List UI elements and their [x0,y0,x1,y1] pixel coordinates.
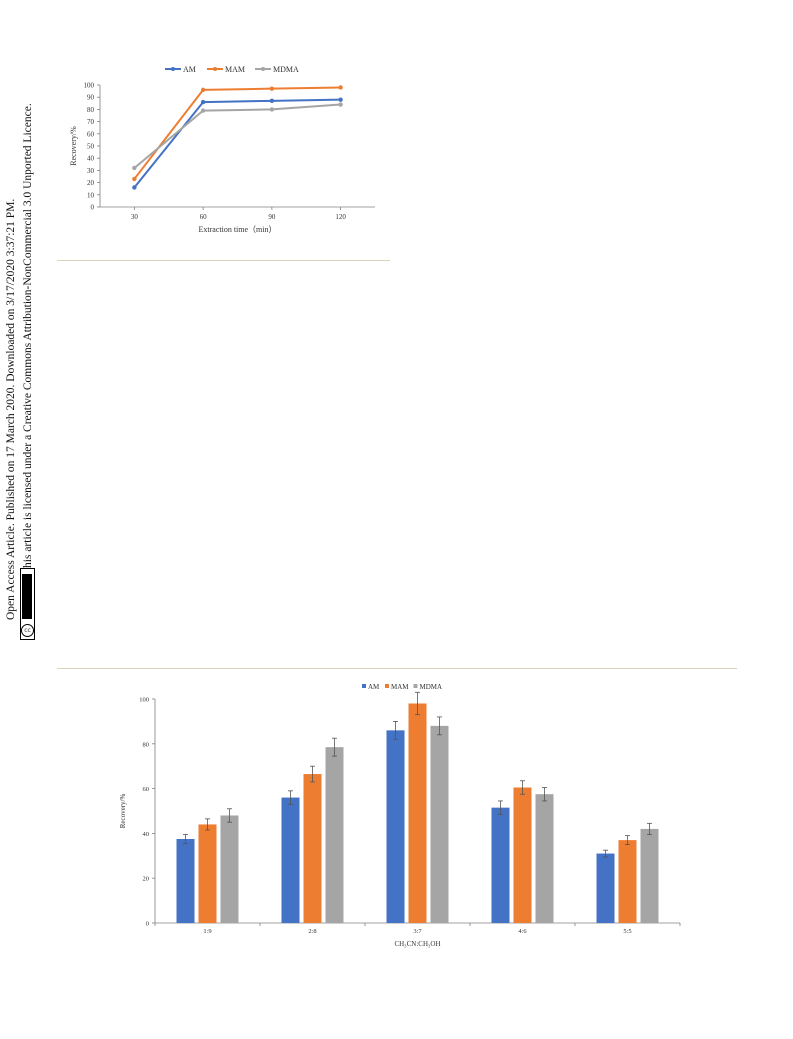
bar-mdma [220,815,239,923]
y-tick-label: 20 [143,876,150,883]
data-point-mdma [200,108,206,113]
legend-label-mam: MAM [391,683,409,691]
x-tick-label: 4:6 [518,928,527,935]
bar-am [386,730,405,923]
y-tick-label: 0 [146,921,149,928]
y-tick-label: 60 [87,130,95,138]
bar-chart-svg: AM MAM MDMA 0 20 40 60 80 100 1:9 2:8 3:7 4:6 5:5 CH₃C… [119,683,681,948]
figure-divider-top [57,260,390,261]
data-point-mdma [338,102,343,107]
y-tick-label: 50 [87,143,95,151]
x-axis-title: Extraction time（min） [199,225,277,234]
bar-mam [198,824,217,923]
x-tick-label: 1:9 [203,928,211,935]
y-tick-label: 80 [143,741,150,748]
legend-label-mdma: MDMA [273,65,299,74]
y-tick-label: 60 [143,786,150,793]
x-tick-label: 60 [200,213,208,221]
bar-am [596,853,615,923]
bar-mdma [325,747,344,923]
data-point-mdma [269,107,275,112]
y-tick-label: 40 [87,155,95,163]
cc-by-nc-text: BY-NC [12,585,21,607]
license-banner: Open Access Article. Published on 17 Mar… [0,0,60,700]
data-point-mam [269,86,275,91]
data-point-mdma [132,165,137,171]
x-tick-label: 3:7 [413,928,422,935]
y-tick-label: 20 [87,179,95,187]
legend-label-am: AM [368,683,380,691]
y-tick-label: 100 [139,697,149,704]
cc-icon: cc [21,624,34,637]
x-axis-title: CH₃CN:CH₃OH [394,940,440,948]
banner-license-text[interactable]: This article is licensed under a Creativ… [22,103,34,575]
y-tick-label: 0 [91,204,95,212]
legend-swatch-mam [385,684,389,688]
bar-mam [513,787,532,923]
data-point-mam [338,85,343,90]
y-tick-label: 90 [87,94,95,102]
series-line-mdma [133,103,341,169]
line-chart: AM MAM MDMA 0 10 20 30 40 50 60 70 80 90 100 30 60 90 120… [55,55,395,240]
bar-mam [408,703,427,923]
bar-mdma [535,794,554,923]
bar-mdma [640,828,659,923]
data-point-am [269,98,275,104]
legend-marker-am [171,67,175,71]
cc-license-badge[interactable]: BY-NC cc [12,568,35,640]
x-tick-label: 30 [131,213,139,221]
y-tick-label: 10 [87,191,95,199]
figure-divider-bottom [57,668,737,669]
series-line-mam [133,86,341,180]
legend-marker-mam [213,67,217,71]
y-tick-label: 70 [87,118,95,126]
bar-am [281,797,300,923]
cc-by-nc-mark: BY-NC [12,574,32,619]
series-line-am [133,98,341,189]
banner-publication-text[interactable]: Open Access Article. Published on 17 Mar… [5,198,17,620]
bar-am [491,807,510,923]
line-chart-svg: AM MAM MDMA 0 10 20 30 40 50 60 70 80 90 100 30 60 90 120… [69,65,375,234]
data-point-am [338,97,343,102]
bar-mam [618,840,637,923]
data-point-mam [132,176,137,182]
y-axis-title: Recovery/% [119,794,127,829]
x-tick-label: 90 [268,213,276,221]
x-tick-label: 120 [335,213,346,221]
bar-am [176,839,195,923]
y-tick-label: 40 [143,831,150,838]
y-axis-title: Recovery/% [69,126,78,166]
y-tick-label: 80 [87,106,95,114]
legend-label-mam: MAM [225,65,245,74]
legend-marker-mdma [261,67,265,71]
legend-swatch-mdma [413,684,418,688]
x-tick-label: 5:5 [623,928,631,935]
bar-mdma [430,725,449,923]
data-point-mam [200,87,206,93]
data-point-am [200,99,206,105]
x-tick-label: 2:8 [308,928,316,935]
legend-swatch-am [362,684,366,688]
y-tick-label: 100 [84,82,95,90]
legend-label-mdma: MDMA [420,683,443,691]
bar-chart: AM MAM MDMA 0 20 40 60 80 100 1:9 2:8 3:7 4:6 5:5 CH₃C… [100,675,700,965]
y-tick-label: 30 [87,167,95,175]
bar-mam [303,774,322,923]
data-point-am [132,185,137,190]
legend-label-am: AM [183,65,196,74]
